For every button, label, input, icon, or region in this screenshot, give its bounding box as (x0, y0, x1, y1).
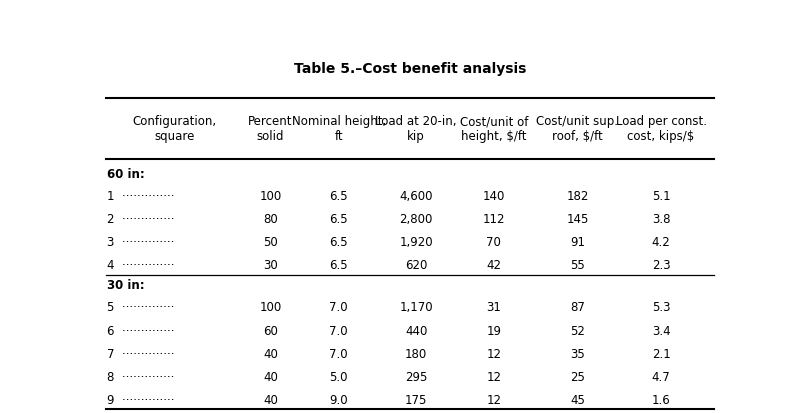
Text: Table 5.–Cost benefit analysis: Table 5.–Cost benefit analysis (294, 62, 526, 76)
Text: 9.0: 9.0 (330, 393, 348, 406)
Text: 91: 91 (570, 236, 585, 249)
Text: 7.0: 7.0 (330, 301, 348, 313)
Text: 295: 295 (405, 370, 427, 383)
Text: 5.3: 5.3 (652, 301, 670, 313)
Text: 1  ··············: 1 ·············· (107, 189, 175, 202)
Text: 12: 12 (486, 370, 501, 383)
Text: 60 in:: 60 in: (107, 167, 145, 180)
Text: 70: 70 (486, 236, 501, 249)
Text: 4.7: 4.7 (652, 370, 670, 383)
Text: 2,800: 2,800 (399, 212, 433, 225)
Text: 9  ··············: 9 ·············· (107, 393, 175, 406)
Text: Load at 20-in,
kip: Load at 20-in, kip (375, 115, 457, 143)
Text: 4.2: 4.2 (652, 236, 670, 249)
Text: 6.5: 6.5 (330, 259, 348, 272)
Text: 175: 175 (405, 393, 427, 406)
Text: 87: 87 (570, 301, 585, 313)
Text: 52: 52 (570, 324, 585, 337)
Text: 30: 30 (263, 259, 278, 272)
Text: 7.0: 7.0 (330, 324, 348, 337)
Text: 3.8: 3.8 (652, 212, 670, 225)
Text: 4  ··············: 4 ·············· (107, 259, 175, 272)
Text: 42: 42 (486, 259, 501, 272)
Text: 100: 100 (259, 301, 282, 313)
Text: 80: 80 (263, 212, 278, 225)
Text: 55: 55 (570, 259, 585, 272)
Text: 100: 100 (259, 189, 282, 202)
Text: 1,170: 1,170 (399, 301, 433, 313)
Text: 5  ··············: 5 ·············· (107, 301, 175, 313)
Text: 40: 40 (263, 393, 278, 406)
Text: 5.0: 5.0 (330, 370, 348, 383)
Text: 4,600: 4,600 (399, 189, 433, 202)
Text: 3  ··············: 3 ·············· (107, 236, 175, 249)
Text: 2.3: 2.3 (652, 259, 670, 272)
Text: 2.1: 2.1 (652, 347, 670, 360)
Text: Percent
solid: Percent solid (248, 115, 293, 143)
Text: 140: 140 (482, 189, 505, 202)
Text: 440: 440 (405, 324, 427, 337)
Text: 12: 12 (486, 393, 501, 406)
Text: Cost/unit sup.
roof, $/ft: Cost/unit sup. roof, $/ft (537, 115, 618, 143)
Text: 35: 35 (570, 347, 585, 360)
Text: 30 in:: 30 in: (107, 279, 145, 292)
Text: 40: 40 (263, 370, 278, 383)
Text: 45: 45 (570, 393, 585, 406)
Text: Configuration,
square: Configuration, square (132, 115, 217, 143)
Text: 25: 25 (570, 370, 585, 383)
Text: 180: 180 (405, 347, 427, 360)
Text: 6.5: 6.5 (330, 189, 348, 202)
Text: 620: 620 (405, 259, 427, 272)
Text: 182: 182 (566, 189, 589, 202)
Text: 2  ··············: 2 ·············· (107, 212, 175, 225)
Text: 8  ··············: 8 ·············· (107, 370, 175, 383)
Text: 12: 12 (486, 347, 501, 360)
Text: 112: 112 (482, 212, 505, 225)
Text: 6.5: 6.5 (330, 236, 348, 249)
Text: 7  ··············: 7 ·············· (107, 347, 175, 360)
Text: Nominal height,
ft: Nominal height, ft (291, 115, 386, 143)
Text: 40: 40 (263, 347, 278, 360)
Text: 1,920: 1,920 (399, 236, 433, 249)
Text: 145: 145 (566, 212, 589, 225)
Text: 31: 31 (486, 301, 501, 313)
Text: 5.1: 5.1 (652, 189, 670, 202)
Text: Load per const.
cost, kips/$: Load per const. cost, kips/$ (616, 115, 706, 143)
Text: 1.6: 1.6 (652, 393, 670, 406)
Text: 60: 60 (263, 324, 278, 337)
Text: Cost/unit of
height, $/ft: Cost/unit of height, $/ft (459, 115, 528, 143)
Text: 7.0: 7.0 (330, 347, 348, 360)
Text: 6  ··············: 6 ·············· (107, 324, 175, 337)
Text: 50: 50 (263, 236, 278, 249)
Text: 6.5: 6.5 (330, 212, 348, 225)
Text: 3.4: 3.4 (652, 324, 670, 337)
Text: 19: 19 (486, 324, 501, 337)
